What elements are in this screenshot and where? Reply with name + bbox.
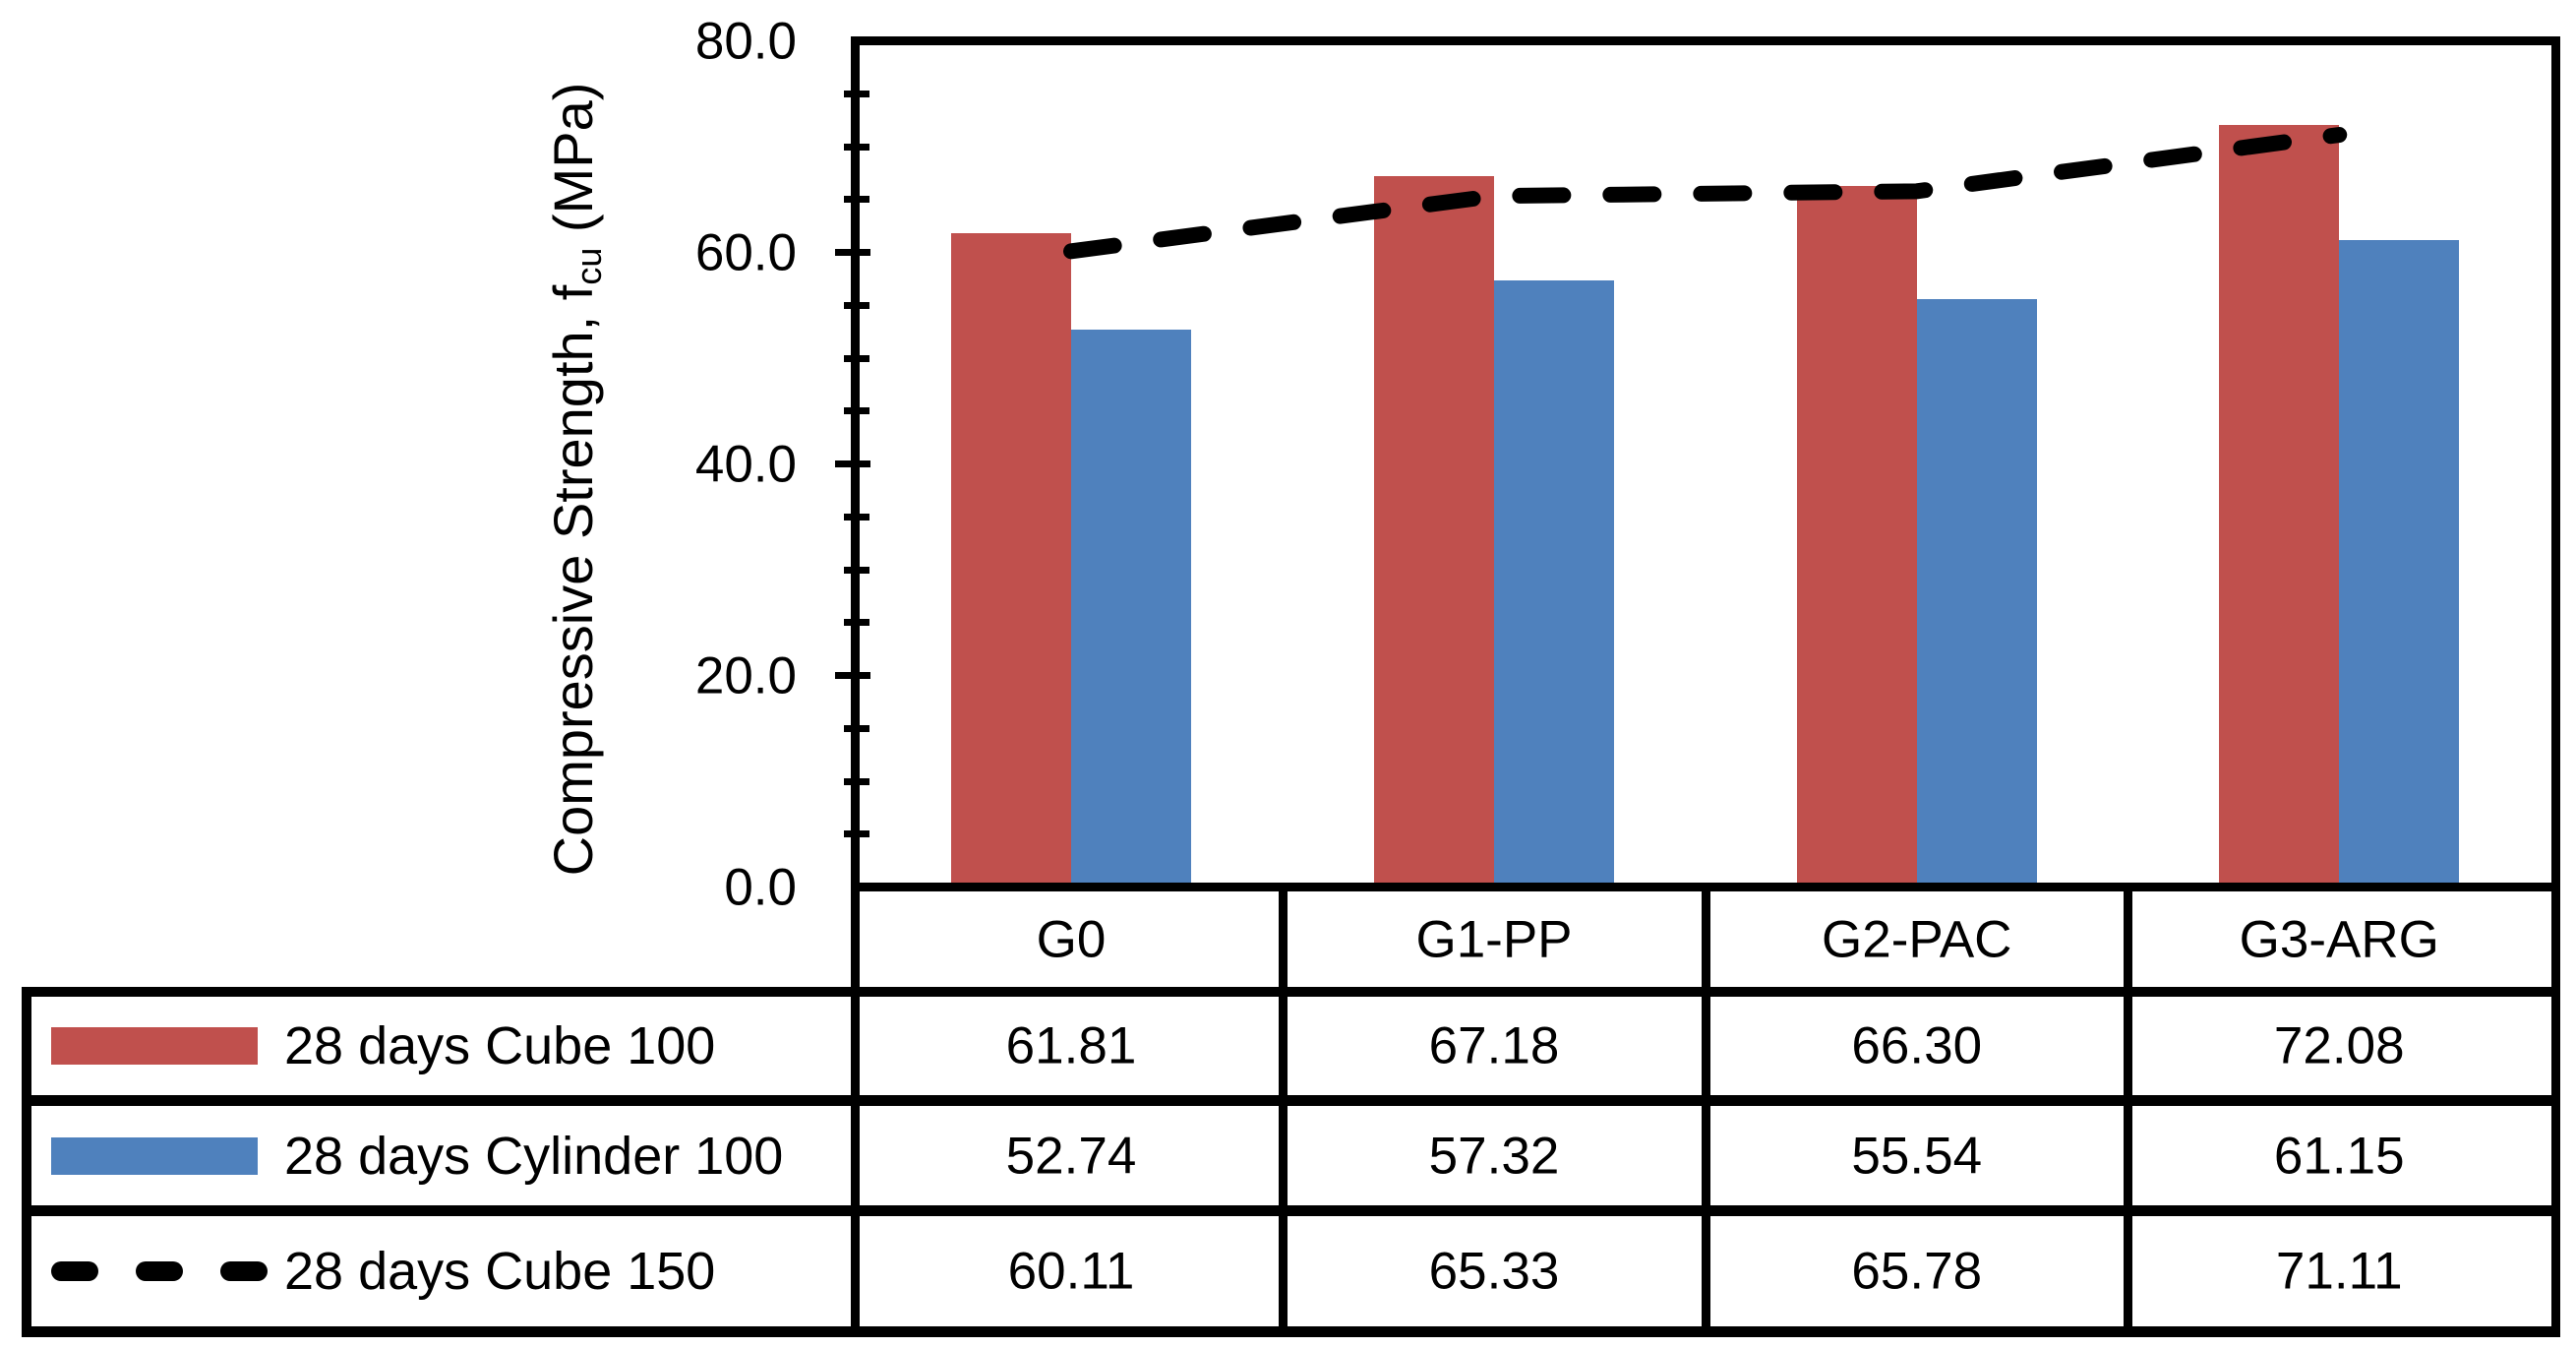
value-cell-r1c3: 66.30: [1851, 1016, 1983, 1075]
y-tick-label: 20.0: [694, 646, 797, 705]
value-cell-r3c4: 71.11: [2275, 1242, 2403, 1301]
value-cell-r2c3: 55.54: [1851, 1127, 1983, 1185]
bar-cube100-g1-pp: [1374, 176, 1494, 883]
category-label-g3-arg: G3-ARG: [2239, 910, 2439, 969]
value-cell-r3c3: 65.78: [1851, 1242, 1983, 1301]
value-cell-r2c4: 61.15: [2273, 1127, 2405, 1185]
legend-dash-segment-0: [51, 1261, 98, 1281]
legend-label-row3: 28 days Cube 150: [284, 1242, 716, 1301]
legend-label-row1: 28 days Cube 100: [284, 1016, 716, 1075]
legend-label-row2: 28 days Cylinder 100: [284, 1126, 784, 1186]
y-minor-tick: [844, 619, 869, 627]
value-cell-r1c4: 72.08: [2273, 1016, 2405, 1075]
table-vline-3: [2124, 891, 2132, 1337]
y-minor-tick: [844, 143, 869, 151]
bar-cube100-g2-pac: [1796, 185, 1917, 883]
y-tick-label: 60.0: [694, 223, 797, 281]
y-minor-tick: [844, 830, 869, 838]
table-hline-2: [22, 1205, 2560, 1216]
y-minor-tick: [844, 566, 869, 574]
y-minor-tick: [844, 354, 869, 362]
value-cell-r1c2: 67.18: [1428, 1016, 1560, 1075]
category-label-g2-pac: G2-PAC: [1822, 910, 2012, 969]
y-minor-tick: [844, 90, 869, 97]
table-vline-1: [1278, 891, 1288, 1337]
y-minor-tick: [844, 196, 869, 204]
y-major-tick: [835, 672, 870, 679]
y-minor-tick: [844, 777, 869, 785]
y-minor-tick: [844, 301, 869, 309]
legend-dash-segment-1: [136, 1261, 183, 1281]
legend-swatch-bar-red: [51, 1027, 258, 1065]
table-vline-4: [2551, 891, 2560, 1337]
table-vline-2: [1701, 891, 1710, 1337]
y-major-tick: [835, 249, 870, 256]
y-minor-tick: [844, 407, 869, 415]
y-tick-label: 80.0: [694, 12, 797, 70]
table-vline-left: [22, 987, 31, 1337]
y-major-tick: [835, 460, 870, 467]
bar-cylinder100-g2-pac: [1916, 299, 2037, 883]
bar-cube100-g0: [951, 233, 1071, 883]
legend-dash-segment-2: [220, 1261, 268, 1281]
category-label-g1-pp: G1-PP: [1415, 910, 1573, 969]
y-minor-tick: [844, 513, 869, 521]
y-tick-label: 0.0: [724, 858, 797, 916]
value-cell-r2c2: 57.32: [1428, 1127, 1560, 1185]
bar-cylinder100-g3-arg: [2339, 240, 2460, 883]
bar-cylinder100-g1-pp: [1494, 280, 1614, 883]
line-series-cube150: [1063, 127, 2348, 260]
table-vline-0: [851, 891, 860, 1337]
value-cell-r3c2: 65.33: [1428, 1242, 1560, 1301]
bar-cube100-g3-arg: [2219, 124, 2340, 883]
y-minor-tick: [844, 724, 869, 732]
table-hline-3: [22, 1326, 2560, 1337]
value-cell-r3c1: 60.11: [1007, 1242, 1135, 1301]
bar-cylinder100-g0: [1071, 329, 1191, 883]
value-cell-r2c1: 52.74: [1005, 1127, 1137, 1185]
table-hline-1: [22, 1095, 2560, 1106]
category-label-g0: G0: [1036, 910, 1107, 969]
y-tick-label: 40.0: [694, 435, 797, 493]
legend-swatch-bar-blue: [51, 1136, 258, 1175]
value-cell-r1c1: 61.81: [1005, 1016, 1137, 1075]
table-hline-0: [22, 987, 2560, 997]
